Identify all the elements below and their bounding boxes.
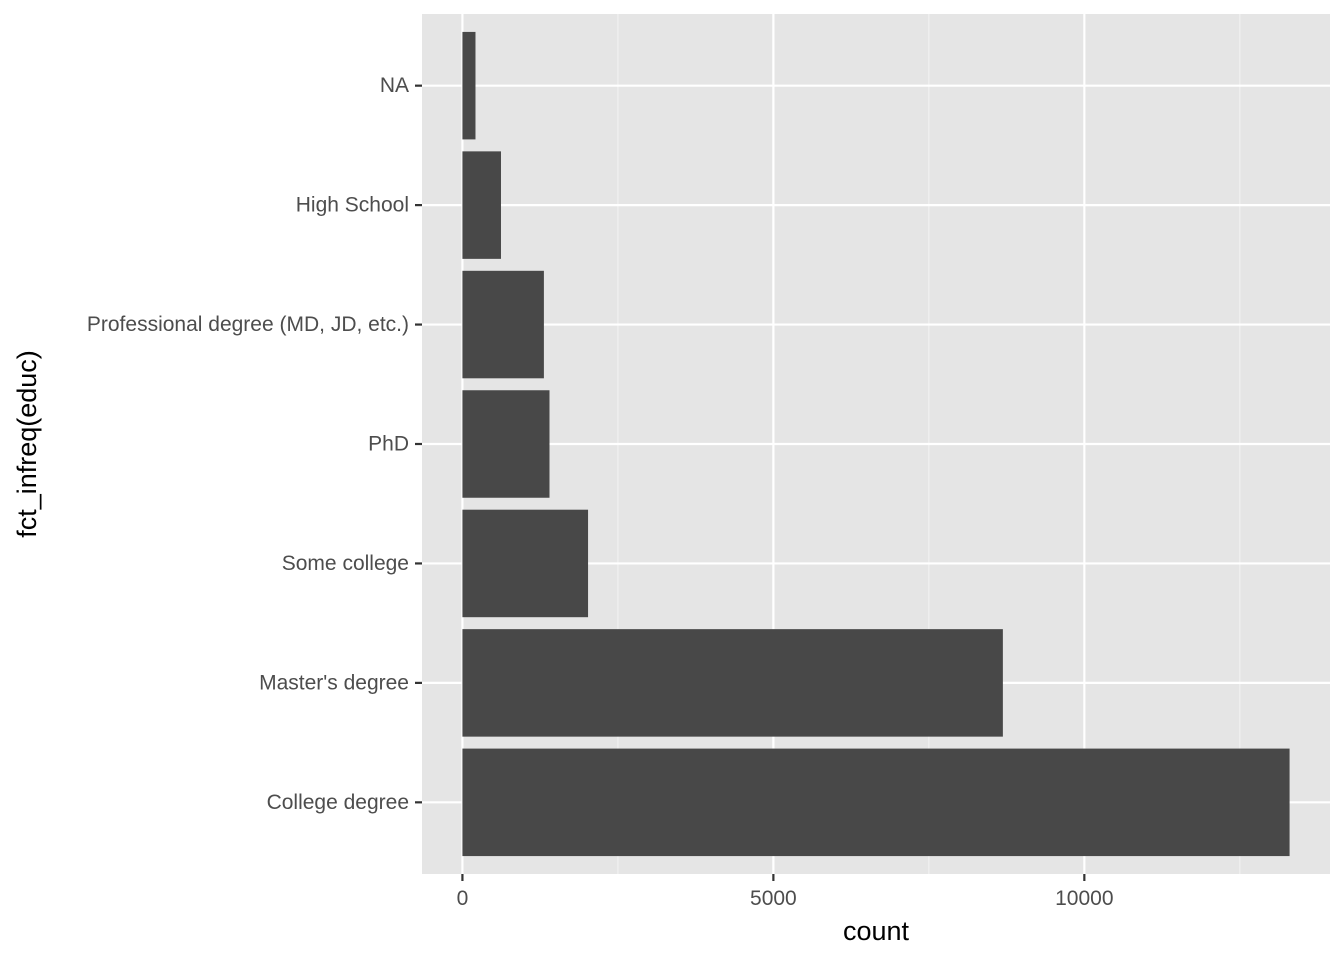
x-tick-label: 10000 [1055, 887, 1113, 910]
bar [462, 390, 550, 498]
x-tick-label: 0 [457, 887, 469, 910]
y-tick-label: Some college [282, 552, 409, 575]
x-tick-label: 5000 [750, 887, 797, 910]
x-axis-title: count [843, 916, 910, 946]
bar [462, 151, 501, 259]
bar [462, 748, 1290, 857]
y-tick-label: College degree [267, 791, 409, 814]
y-tick-label: High School [296, 194, 409, 217]
y-tick-label: NA [380, 74, 409, 97]
y-tick-label: Master's degree [259, 671, 409, 694]
y-tick-label: Professional degree (MD, JD, etc.) [87, 313, 409, 336]
x-axis: 0 5000 10000 [457, 874, 1114, 910]
bar [462, 31, 476, 140]
y-axis-title: fct_infreq(educ) [12, 350, 42, 538]
bars [462, 31, 1290, 857]
y-tick-label: PhD [368, 433, 409, 456]
bar [462, 270, 544, 379]
bar [462, 629, 1003, 737]
bar [462, 509, 589, 618]
y-axis: College degree Master's degree Some colleg… [87, 74, 422, 814]
